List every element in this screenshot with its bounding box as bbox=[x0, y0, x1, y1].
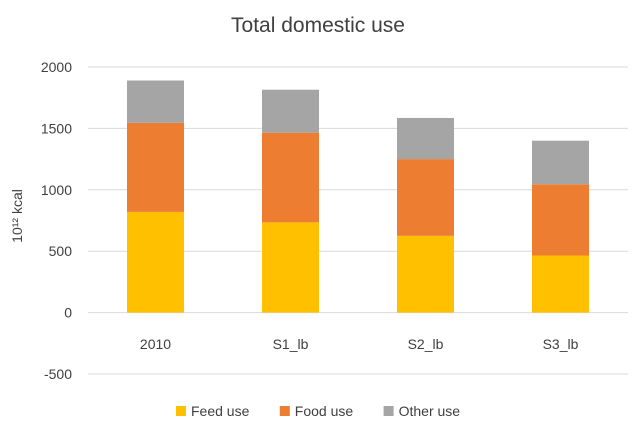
y-tick-label: -500 bbox=[44, 366, 72, 382]
bar-other-use-2010 bbox=[127, 80, 184, 123]
y-axis-ticks: -500 0 500 1000 1500 2000 bbox=[41, 59, 72, 382]
legend-label: Other use bbox=[399, 403, 461, 419]
y-tick-label: 1500 bbox=[41, 120, 72, 136]
bar-feed-use-s2_lb bbox=[397, 235, 454, 313]
legend-label: Feed use bbox=[191, 403, 250, 419]
bars bbox=[127, 80, 589, 313]
y-tick-label: 2000 bbox=[41, 59, 72, 75]
bar-other-use-s1_lb bbox=[262, 89, 319, 133]
y-tick-label: 0 bbox=[64, 305, 72, 321]
x-tick-label: S2_lb bbox=[408, 336, 444, 352]
x-tick-label: S3_lb bbox=[543, 336, 579, 352]
x-tick-label: 2010 bbox=[140, 336, 171, 352]
legend: Feed use Food use Other use bbox=[176, 403, 460, 419]
legend-label: Food use bbox=[295, 403, 354, 419]
bar-other-use-s2_lb bbox=[397, 117, 454, 160]
bar-food-use-s1_lb bbox=[262, 132, 319, 223]
legend-swatch-other-use bbox=[383, 406, 394, 416]
bar-food-use-s2_lb bbox=[397, 159, 454, 236]
bar-feed-use-s1_lb bbox=[262, 222, 319, 313]
chart-title: Total domestic use bbox=[231, 14, 405, 37]
bar-food-use-2010 bbox=[127, 122, 184, 212]
bar-feed-use-2010 bbox=[127, 211, 184, 313]
legend-swatch-feed-use bbox=[176, 406, 186, 416]
x-axis-ticks: 2010 S1_lb S2_lb S3_lb bbox=[140, 336, 579, 352]
y-tick-label: 1000 bbox=[41, 182, 72, 198]
bar-other-use-s3_lb bbox=[532, 140, 589, 185]
bar-food-use-s3_lb bbox=[532, 184, 589, 256]
y-axis-label: 10¹² kcal bbox=[9, 189, 25, 243]
bar-feed-use-s3_lb bbox=[532, 255, 589, 313]
x-tick-label: S1_lb bbox=[273, 336, 309, 352]
legend-swatch-food-use bbox=[279, 406, 290, 416]
y-tick-label: 500 bbox=[49, 243, 73, 259]
